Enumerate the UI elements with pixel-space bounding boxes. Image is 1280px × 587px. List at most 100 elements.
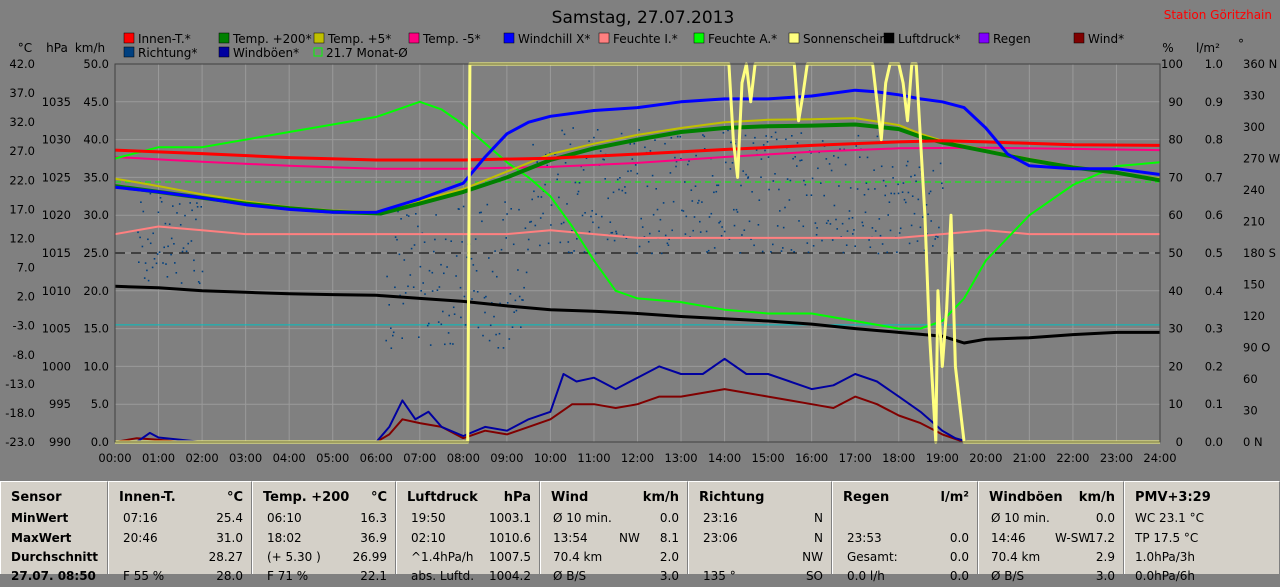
direction-point	[897, 192, 900, 195]
direction-point	[141, 245, 144, 248]
direction-point	[747, 177, 749, 179]
direction-point	[881, 243, 884, 245]
direction-point	[928, 192, 930, 195]
direction-point	[715, 190, 718, 193]
legend-swatch	[218, 46, 230, 58]
direction-point	[916, 240, 919, 242]
direction-point	[841, 222, 844, 225]
direction-point	[597, 226, 600, 229]
direction-point	[446, 266, 448, 268]
direction-point	[572, 127, 574, 129]
direction-point	[802, 225, 805, 228]
direction-point	[392, 334, 394, 337]
direction-point	[486, 203, 489, 206]
tick-rain: 0.5	[1205, 246, 1223, 260]
direction-point	[517, 269, 519, 271]
direction-point	[736, 211, 739, 213]
direction-point	[400, 218, 402, 220]
direction-point	[754, 136, 756, 139]
direction-point	[629, 143, 631, 145]
direction-point	[426, 324, 429, 327]
tick-time: 06:00	[360, 451, 393, 465]
direction-point	[901, 191, 904, 193]
direction-point	[728, 238, 731, 240]
direction-point	[550, 204, 553, 206]
direction-point	[540, 196, 543, 198]
direction-point	[407, 285, 409, 288]
direction-point	[716, 184, 718, 187]
tick-hpa: 1010	[42, 284, 71, 298]
direction-point	[174, 262, 176, 264]
tick-time: 05:00	[316, 451, 349, 465]
direction-point	[588, 140, 590, 142]
stats-row: 13:54 NW 8.1	[541, 531, 687, 549]
stats-panel-regen: Regen l/m² 23:53 0.0 Gesamt: 0.0 0.0 l/h 0.0	[832, 481, 978, 583]
direction-point	[780, 250, 783, 252]
direction-point	[195, 218, 197, 221]
direction-point	[547, 242, 550, 245]
legend-swatch	[313, 32, 325, 44]
stats-row: 70.4 km 2.0	[541, 550, 687, 568]
direction-point	[745, 173, 747, 176]
direction-point	[898, 232, 901, 234]
tick-celsius: 42.0	[9, 57, 35, 71]
direction-point	[788, 199, 791, 201]
direction-point	[810, 194, 813, 196]
tick-celsius: -8.0	[13, 348, 35, 362]
stats-row: 23:06 N	[689, 531, 831, 549]
direction-point	[644, 146, 646, 149]
direction-point	[523, 286, 525, 289]
direction-point	[697, 202, 699, 204]
direction-point	[874, 188, 876, 190]
stats-row: MaxWert	[1, 531, 107, 549]
tick-percent: 10	[1168, 397, 1183, 411]
direction-point	[140, 201, 142, 203]
unit-percent: %	[1162, 41, 1173, 55]
stats-row: WC 23.1 °C	[1125, 511, 1279, 529]
direction-point	[806, 242, 809, 244]
direction-point	[687, 163, 689, 166]
direction-point	[903, 198, 906, 201]
direction-point	[178, 203, 181, 205]
stats-cell: 27.07. 08:50	[11, 569, 96, 583]
direction-point	[710, 212, 713, 215]
direction-point	[138, 261, 140, 263]
direction-point	[601, 215, 603, 218]
direction-point	[778, 188, 780, 191]
stats-cell: 1.0hPa/3h	[1135, 550, 1196, 564]
tick-time: 16:00	[795, 451, 828, 465]
direction-point	[537, 195, 539, 198]
direction-point	[744, 134, 747, 137]
direction-point	[919, 226, 922, 229]
stats-cell: 0.0	[659, 511, 679, 525]
direction-point	[524, 227, 527, 229]
legend-label: Windböen*	[233, 46, 299, 60]
direction-point	[932, 245, 934, 247]
direction-point	[891, 166, 894, 168]
direction-point	[789, 179, 792, 182]
direction-point	[885, 185, 887, 187]
direction-point	[768, 188, 770, 191]
direction-point	[839, 148, 841, 150]
stats-row: F 55 % 28.0	[109, 569, 251, 587]
direction-point	[455, 275, 457, 277]
stats-cell: F 71 %	[267, 569, 309, 583]
stats-panel-boeen: Windböen km/h Ø 10 min. 0.0 14:46 W-SW 17.2 70.…	[978, 481, 1124, 583]
direction-point	[576, 238, 578, 240]
direction-point	[758, 199, 761, 201]
direction-point	[863, 194, 866, 196]
direction-point	[595, 213, 597, 215]
direction-point	[398, 253, 401, 256]
direction-point	[676, 135, 679, 138]
stats-row: 0.0hPa/6h	[1125, 569, 1279, 587]
direction-point	[867, 188, 870, 191]
direction-point	[556, 178, 558, 181]
direction-point	[634, 164, 637, 166]
direction-point	[836, 228, 838, 230]
direction-point	[147, 238, 149, 241]
direction-point	[751, 191, 753, 193]
direction-point	[606, 238, 609, 241]
direction-point	[876, 135, 879, 138]
direction-point	[510, 208, 512, 210]
legend-swatch	[123, 46, 135, 58]
